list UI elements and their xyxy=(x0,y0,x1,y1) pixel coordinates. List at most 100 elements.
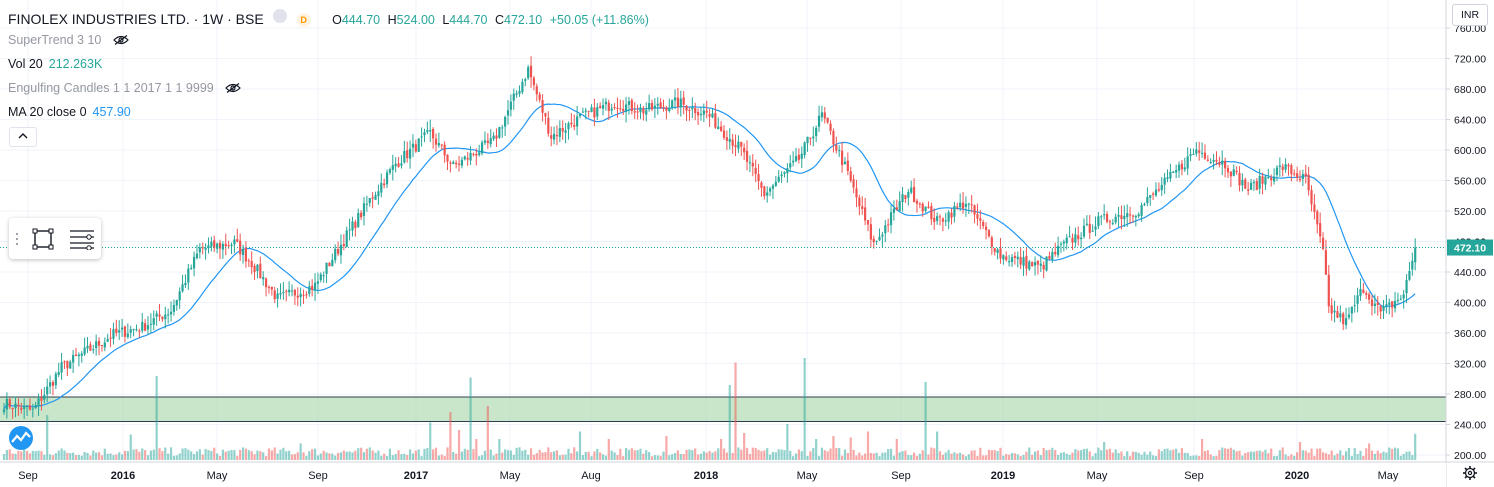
volume-bar xyxy=(1022,454,1025,460)
candle-body xyxy=(8,399,11,408)
volume-bar xyxy=(869,452,872,460)
candle-body xyxy=(524,79,527,82)
candle-body xyxy=(1019,257,1022,265)
candle-body xyxy=(391,165,394,170)
volume-bar xyxy=(1065,453,1068,460)
eye-crossed-icon[interactable] xyxy=(225,83,242,93)
volume-bar xyxy=(1359,450,1362,460)
candle-body xyxy=(904,195,907,199)
candle-body xyxy=(892,208,896,213)
candle-body xyxy=(282,291,285,294)
candle-body xyxy=(1131,215,1135,217)
gear-icon[interactable] xyxy=(1462,465,1478,481)
candle-body xyxy=(1344,318,1348,326)
candle-body xyxy=(599,106,602,108)
candle-body xyxy=(509,101,512,110)
candle-body xyxy=(1399,298,1402,300)
collapse-legend-button[interactable] xyxy=(9,127,37,147)
volume-bar xyxy=(198,449,201,460)
candle-body xyxy=(722,130,726,138)
candle-body xyxy=(138,330,141,332)
candle-body xyxy=(1025,256,1028,269)
candle-body xyxy=(175,299,178,306)
volume-bar xyxy=(161,451,164,460)
price-tick-label: 760.00 xyxy=(1454,23,1486,35)
candle-body xyxy=(1051,252,1054,260)
price-tick-label: 240.00 xyxy=(1454,420,1486,432)
candle-body xyxy=(97,340,101,346)
candle-body xyxy=(734,145,737,148)
candle-body xyxy=(581,111,584,113)
volume-bar xyxy=(630,448,633,460)
rectangle-tool-icon[interactable] xyxy=(31,227,55,251)
time-tick-label: May xyxy=(1087,470,1108,482)
candle-body xyxy=(555,134,559,137)
volume-bar xyxy=(302,452,305,460)
candle-body xyxy=(1376,302,1379,306)
candle-body xyxy=(259,263,262,279)
volume-bar xyxy=(993,450,996,460)
volume-bar xyxy=(368,447,371,460)
candle-body xyxy=(720,126,723,131)
candle-body xyxy=(941,218,944,222)
candle-body xyxy=(374,195,377,200)
indicator-supertrend[interactable]: SuperTrend 3 10 xyxy=(8,33,129,47)
price-tick-label: 360.00 xyxy=(1454,328,1486,340)
volume-bar xyxy=(1373,453,1376,460)
candle-body xyxy=(262,277,265,280)
volume-bar xyxy=(149,450,152,460)
volume-bar xyxy=(662,451,665,460)
volume-bar xyxy=(1203,451,1207,460)
volume-bar xyxy=(1281,447,1284,460)
candle-body xyxy=(1177,164,1181,171)
indicator-engulfing-label: Engulfing Candles 1 1 2017 1 1 9999 xyxy=(8,81,214,95)
indicator-ma[interactable]: MA 20 close 0 457.90 xyxy=(8,105,131,119)
candle-body xyxy=(380,182,383,193)
candle-body xyxy=(679,98,682,108)
volume-bar xyxy=(711,452,714,460)
volume-bar xyxy=(616,455,619,460)
candle-body xyxy=(43,394,46,400)
volume-bar xyxy=(1134,451,1137,460)
candle-body xyxy=(1267,177,1270,179)
drag-handle-icon[interactable] xyxy=(14,232,20,246)
candle-body xyxy=(809,137,812,139)
candle-body xyxy=(1226,168,1230,173)
candle-body xyxy=(34,404,37,409)
candle-body xyxy=(377,191,380,197)
volume-bar xyxy=(1094,453,1097,460)
symbol-title[interactable]: FINOLEX INDUSTRIES LTD. · 1W · BSE xyxy=(8,11,264,27)
volume-bar xyxy=(264,456,268,460)
candle-body xyxy=(250,261,253,268)
volume-bar xyxy=(518,447,521,460)
volume-bar xyxy=(1149,451,1152,460)
candle-body xyxy=(1408,271,1411,280)
candle-body xyxy=(1002,255,1005,260)
candle-body xyxy=(204,248,207,250)
candle-body xyxy=(1134,215,1137,218)
currency-button[interactable]: INR xyxy=(1452,4,1488,26)
volume-bar xyxy=(385,455,389,460)
volume-bar xyxy=(86,452,89,460)
candle-body xyxy=(210,241,213,247)
volume-bar xyxy=(1080,450,1083,460)
candle-body xyxy=(178,291,181,301)
line-settings-icon[interactable] xyxy=(69,228,95,250)
chevron-up-icon xyxy=(18,133,28,139)
eye-crossed-icon[interactable] xyxy=(112,35,129,45)
volume-bar xyxy=(656,455,659,460)
volume-bar xyxy=(446,447,449,460)
volume-bar xyxy=(253,454,256,460)
candle-body xyxy=(449,162,452,164)
candle-body xyxy=(195,253,199,259)
volume-bar xyxy=(400,454,403,460)
candle-body xyxy=(789,163,792,168)
volume-bar xyxy=(1163,448,1166,460)
candle-body xyxy=(89,344,92,351)
indicator-volume[interactable]: Vol 20 212.263K xyxy=(8,57,102,71)
candle-body xyxy=(40,397,43,401)
candle-body xyxy=(884,225,887,234)
indicator-engulfing[interactable]: Engulfing Candles 1 1 2017 1 1 9999 xyxy=(8,81,242,95)
candle-body xyxy=(1149,195,1152,198)
